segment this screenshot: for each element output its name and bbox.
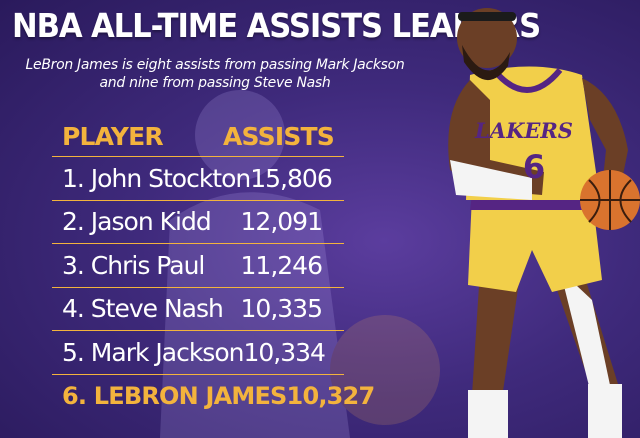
jersey-team: LAKERS bbox=[474, 118, 573, 143]
header-assists: ASSISTS bbox=[222, 121, 335, 151]
table-row: 5. Mark Jackson 10,334 bbox=[52, 330, 344, 374]
table-row: 1. John Stockton 15,806 bbox=[52, 156, 344, 200]
subtitle-line-2: and nine from passing Steve Nash bbox=[99, 75, 331, 91]
subtitle-line-1: LeBron James is eight assists from passi… bbox=[25, 57, 405, 73]
basketball-player-photo-icon: LAKERS 6 bbox=[448, 8, 640, 438]
table-row: 4. Steve Nash 10,335 bbox=[52, 286, 344, 331]
table-row: 2. Jason Kidd 12,091 bbox=[52, 199, 344, 244]
row-player: 1. John Stockton bbox=[62, 163, 251, 193]
basketball-icon bbox=[580, 170, 640, 230]
row-player: 4. Steve Nash bbox=[62, 294, 224, 324]
row-assists: 15,806 bbox=[250, 163, 332, 193]
row-player: 2. Jason Kidd bbox=[62, 207, 212, 237]
assists-leaders-table: PLAYER ASSISTS 1. John Stockton 15,806 2… bbox=[52, 116, 375, 418]
table-row: 3. Chris Paul 11,246 bbox=[52, 243, 344, 287]
row-assists: 10,335 bbox=[240, 294, 323, 324]
header-player: PLAYER bbox=[62, 121, 164, 151]
background-ghost-figure bbox=[160, 90, 440, 438]
row-assists: 10,327 bbox=[286, 381, 376, 410]
row-assists: 10,334 bbox=[243, 337, 325, 367]
row-player: 3. Chris Paul bbox=[62, 250, 205, 280]
row-player: 5. Mark Jackson bbox=[62, 337, 244, 367]
page-title: NBA ALL-TIME ASSISTS LEADERS bbox=[12, 6, 541, 45]
row-assists: 11,246 bbox=[240, 250, 323, 280]
subtitle: LeBron James is eight assists from passi… bbox=[0, 56, 430, 92]
row-assists: 12,091 bbox=[240, 207, 323, 237]
row-player: 6. LEBRON JAMES bbox=[62, 381, 287, 410]
table-header: PLAYER ASSISTS bbox=[52, 116, 344, 156]
table-row-highlighted: 6. LEBRON JAMES 10,327 bbox=[52, 373, 375, 418]
jersey-number: 6 bbox=[523, 148, 545, 186]
